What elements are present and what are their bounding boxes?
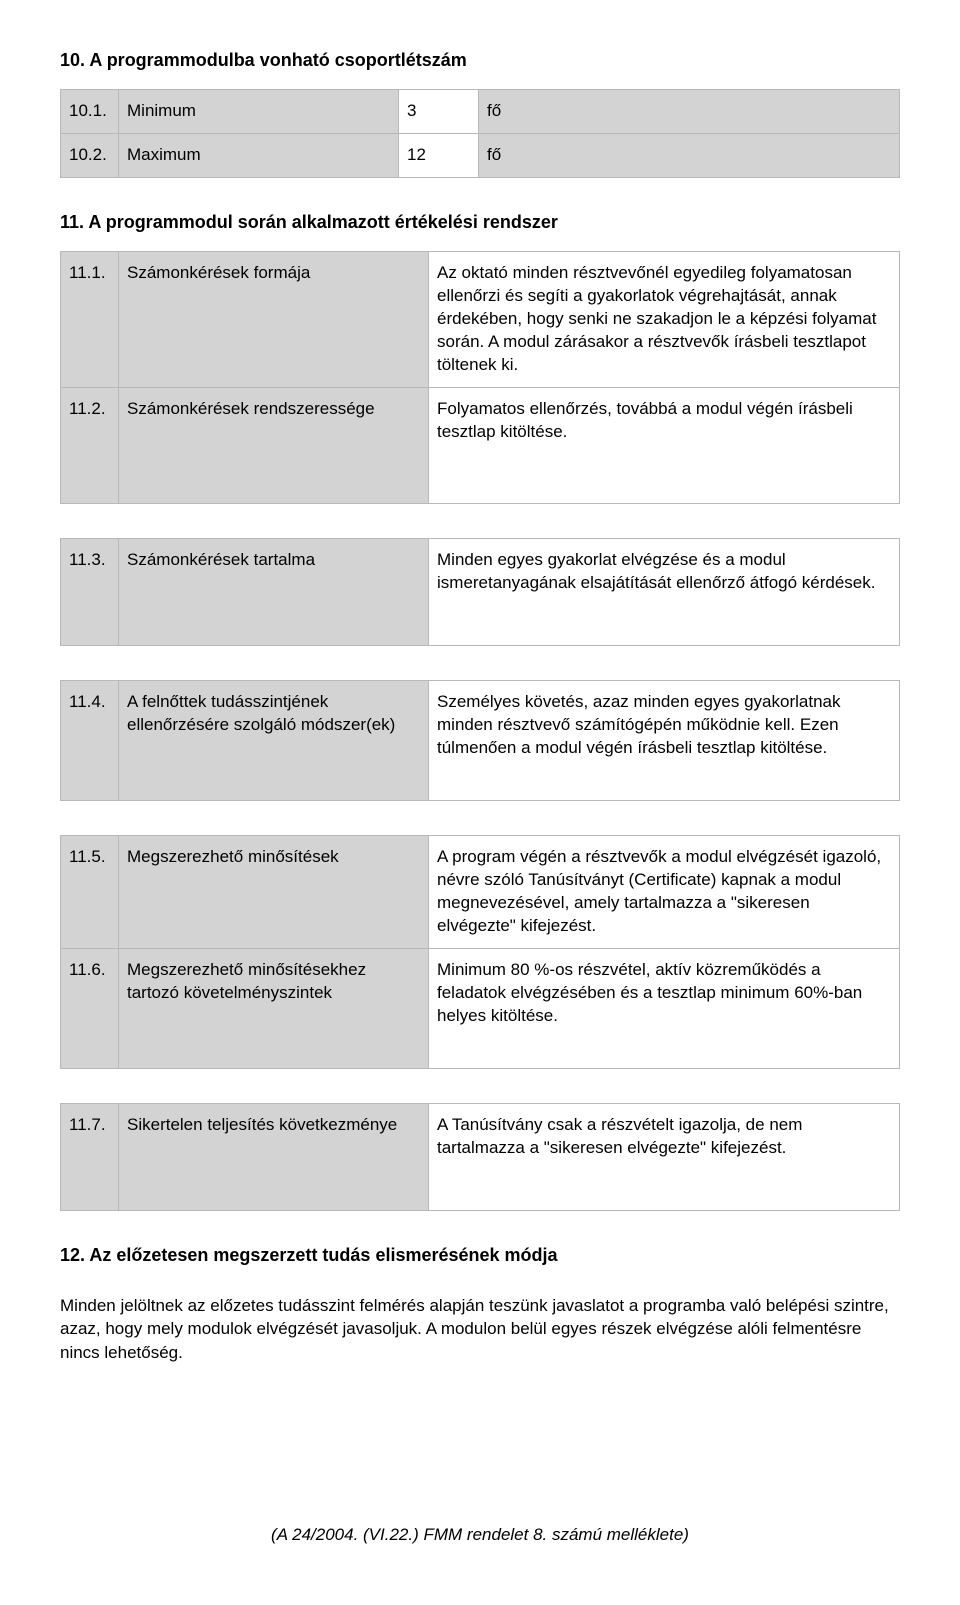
row-label: A felnőttek tudásszintjének ellenőrzésér… [119,681,429,801]
row-desc: Minden egyes gyakorlat elvégzése és a mo… [429,539,900,646]
row-desc: Folyamatos ellenőrzés, továbbá a modul v… [429,387,900,504]
row-desc: Személyes követés, azaz minden egyes gya… [429,681,900,801]
row-label: Maximum [119,133,399,177]
table-row: 11.6. Megszerezhető minősítésekhez tarto… [61,948,900,1068]
row-desc: Az oktató minden résztvevőnél egyedileg … [429,251,900,387]
table-row: 10.2. Maximum 12 fő [61,133,900,177]
row-value: 12 [399,133,479,177]
row-label: Minimum [119,90,399,134]
row-desc: A program végén a résztvevők a modul elv… [429,836,900,949]
row-num: 11.5. [61,836,119,949]
row-label: Megszerezhető minősítésekhez tartozó köv… [119,948,429,1068]
row-num: 11.6. [61,948,119,1068]
section11-group1: 11.1. Számonkérések formája Az oktató mi… [60,251,900,505]
row-label: Számonkérések formája [119,251,429,387]
row-label: Számonkérések tartalma [119,539,429,646]
row-num: 11.3. [61,539,119,646]
row-num: 11.7. [61,1103,119,1210]
row-desc: A Tanúsítvány csak a részvételt igazolja… [429,1103,900,1210]
row-unit: fő [479,133,900,177]
section10-table: 10.1. Minimum 3 fő 10.2. Maximum 12 fő [60,89,900,178]
table-row: 11.5. Megszerezhető minősítések A progra… [61,836,900,949]
section11-group3: 11.4. A felnőttek tudásszintjének ellenő… [60,680,900,801]
section12-heading: 12. Az előzetesen megszerzett tudás elis… [60,1245,900,1266]
row-label: Sikertelen teljesítés következménye [119,1103,429,1210]
table-row: 11.1. Számonkérések formája Az oktató mi… [61,251,900,387]
table-row: 10.1. Minimum 3 fő [61,90,900,134]
row-value: 3 [399,90,479,134]
row-num: 11.4. [61,681,119,801]
section11-group5: 11.7. Sikertelen teljesítés következmény… [60,1103,900,1211]
section10-heading: 10. A programmodulba vonható csoportléts… [60,50,900,71]
table-row: 11.4. A felnőttek tudásszintjének ellenő… [61,681,900,801]
section12-body: Minden jelöltnek az előzetes tudásszint … [60,1294,900,1365]
row-num: 10.2. [61,133,119,177]
table-row: 11.2. Számonkérések rendszeressége Folya… [61,387,900,504]
section11-group2: 11.3. Számonkérések tartalma Minden egye… [60,538,900,646]
row-unit: fő [479,90,900,134]
row-num: 11.1. [61,251,119,387]
row-desc: Minimum 80 %-os részvétel, aktív közremű… [429,948,900,1068]
row-num: 10.1. [61,90,119,134]
section11-group4: 11.5. Megszerezhető minősítések A progra… [60,835,900,1069]
table-row: 11.3. Számonkérések tartalma Minden egye… [61,539,900,646]
table-row: 11.7. Sikertelen teljesítés következmény… [61,1103,900,1210]
section11-heading: 11. A programmodul során alkalmazott ért… [60,212,900,233]
row-label: Megszerezhető minősítések [119,836,429,949]
row-num: 11.2. [61,387,119,504]
row-label: Számonkérések rendszeressége [119,387,429,504]
page-footer: (A 24/2004. (VI.22.) FMM rendelet 8. szá… [60,1525,900,1545]
